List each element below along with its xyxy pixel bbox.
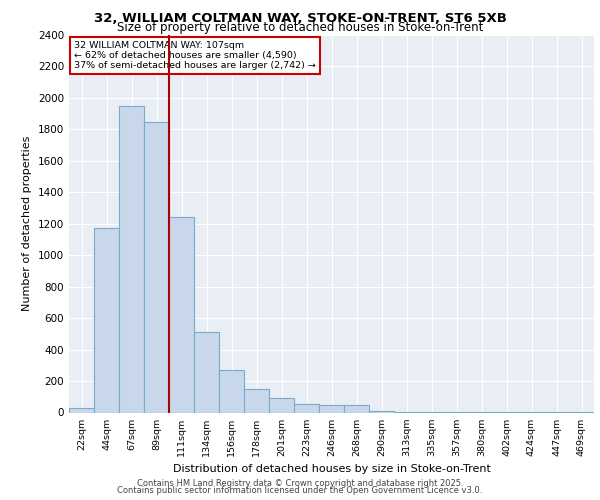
Text: Size of property relative to detached houses in Stoke-on-Trent: Size of property relative to detached ho… [117,22,483,35]
Text: 32 WILLIAM COLTMAN WAY: 107sqm
← 62% of detached houses are smaller (4,590)
37% : 32 WILLIAM COLTMAN WAY: 107sqm ← 62% of … [74,40,316,70]
Bar [344,406,369,412]
Bar [194,332,219,412]
Bar [369,411,394,412]
X-axis label: Distribution of detached houses by size in Stoke-on-Trent: Distribution of detached houses by size … [173,464,490,474]
Text: Contains HM Land Registry data © Crown copyright and database right 2025.: Contains HM Land Registry data © Crown c… [137,478,463,488]
Bar [119,106,144,412]
Bar [219,370,244,412]
Bar [144,122,169,412]
Bar [244,389,269,412]
Bar [169,218,194,412]
Y-axis label: Number of detached properties: Number of detached properties [22,136,32,312]
Bar [94,228,119,412]
Text: 32, WILLIAM COLTMAN WAY, STOKE-ON-TRENT, ST6 5XB: 32, WILLIAM COLTMAN WAY, STOKE-ON-TRENT,… [94,12,506,24]
Bar [69,408,94,412]
Bar [319,404,344,412]
Bar [269,398,294,412]
Text: Contains public sector information licensed under the Open Government Licence v3: Contains public sector information licen… [118,486,482,495]
Bar [294,404,319,412]
